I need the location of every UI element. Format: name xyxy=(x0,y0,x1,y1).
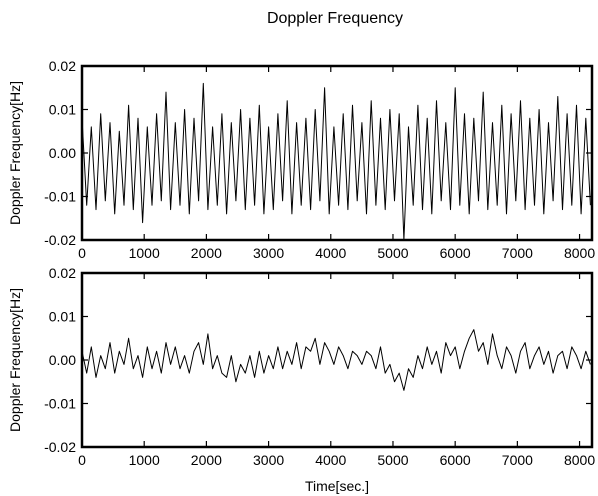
panel-1-x-tick-label: 7000 xyxy=(502,245,533,261)
panel-1-x-tick-label: 3000 xyxy=(253,245,284,261)
panel-1-x-tick-label: 0 xyxy=(78,245,86,261)
panel-2-y-axis-label: Doppler Frequency[Hz] xyxy=(7,288,23,432)
panel-2-x-tick-label: 3000 xyxy=(253,452,284,468)
panel-1-x-tick-label: 1000 xyxy=(129,245,160,261)
panel-2-x-tick-label: 0 xyxy=(78,452,86,468)
panel-2-y-tick-label: -0.01 xyxy=(44,396,76,412)
panel-1-x-tick-label: 8000 xyxy=(564,245,595,261)
panel-2-y-tick-label: 0.00 xyxy=(49,352,76,368)
panel-1-x-tick-label: 2000 xyxy=(191,245,222,261)
panel-2-series-line xyxy=(81,329,591,391)
panel-2-x-tick-label: 4000 xyxy=(315,452,346,468)
panel-1-series-line xyxy=(81,82,591,241)
panel-1-y-tick-label: -0.02 xyxy=(44,232,76,248)
panel-2-x-tick-label: 2000 xyxy=(191,452,222,468)
panel-1-x-tick-label: 6000 xyxy=(440,245,471,261)
panel-1-y-tick-label: -0.01 xyxy=(44,189,76,205)
panel-1-y-tick-label: 0.00 xyxy=(49,145,76,161)
panel-1-x-tick-label: 4000 xyxy=(315,245,346,261)
panel-1-y-tick-label: 0.02 xyxy=(49,58,76,74)
panel-2-x-tick-label: 6000 xyxy=(440,452,471,468)
panel-2-x-tick-label: 1000 xyxy=(129,452,160,468)
panel-2-y-tick-label: 0.01 xyxy=(49,309,76,325)
panel-1-y-axis-label: Doppler Frequency[Hz] xyxy=(7,81,23,225)
figure-title: Doppler Frequency xyxy=(266,10,404,27)
panel-2-x-tick-label: 8000 xyxy=(564,452,595,468)
panel-1-y-tick-label: 0.01 xyxy=(49,102,76,118)
x-axis-label: Time[sec.] xyxy=(304,478,370,494)
panel-1-x-tick-label: 5000 xyxy=(377,245,408,261)
panel-2-y-tick-label: 0.02 xyxy=(49,265,76,281)
panel-2-y-tick-label: -0.02 xyxy=(44,439,76,455)
panel-2-x-tick-label: 7000 xyxy=(502,452,533,468)
panel-2-x-tick-label: 5000 xyxy=(377,452,408,468)
